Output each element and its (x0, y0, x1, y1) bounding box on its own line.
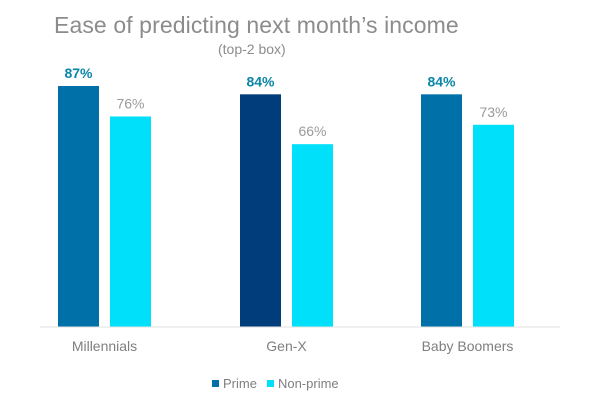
legend-swatch-prime (212, 380, 219, 387)
bar-non-prime-millennials (110, 116, 151, 327)
data-label-prime-gen-x: 84% (246, 73, 275, 89)
legend-label-non-prime: Non-prime (277, 376, 339, 391)
chart-subtitle: (top-2 box) (218, 41, 286, 57)
category-label-millennials: Millennials (72, 338, 137, 354)
data-label-prime-baby-boomers: 84% (427, 73, 456, 89)
legend-label-prime: Prime (223, 376, 257, 391)
legend-item-non-prime: Non-prime (266, 376, 339, 391)
legend-swatch-non-prime (266, 380, 274, 387)
data-label-non-prime-gen-x: 66% (298, 123, 326, 139)
data-label-prime-millennials: 87% (64, 65, 93, 81)
bar-prime-gen-x (240, 94, 281, 327)
category-label-baby-boomers: Baby Boomers (422, 338, 514, 354)
bar-prime-baby-boomers (421, 94, 462, 327)
legend: Prime Non-prime (212, 376, 349, 391)
bar-non-prime-gen-x (292, 144, 333, 327)
bar-prime-millennials (58, 86, 99, 327)
bar-non-prime-baby-boomers (473, 124, 514, 327)
data-label-non-prime-millennials: 76% (116, 95, 144, 111)
category-label-gen-x: Gen-X (266, 338, 307, 354)
chart-title: Ease of predicting next month’s income (54, 12, 459, 38)
legend-item-prime: Prime (212, 376, 257, 391)
data-label-non-prime-baby-boomers: 73% (479, 104, 507, 120)
